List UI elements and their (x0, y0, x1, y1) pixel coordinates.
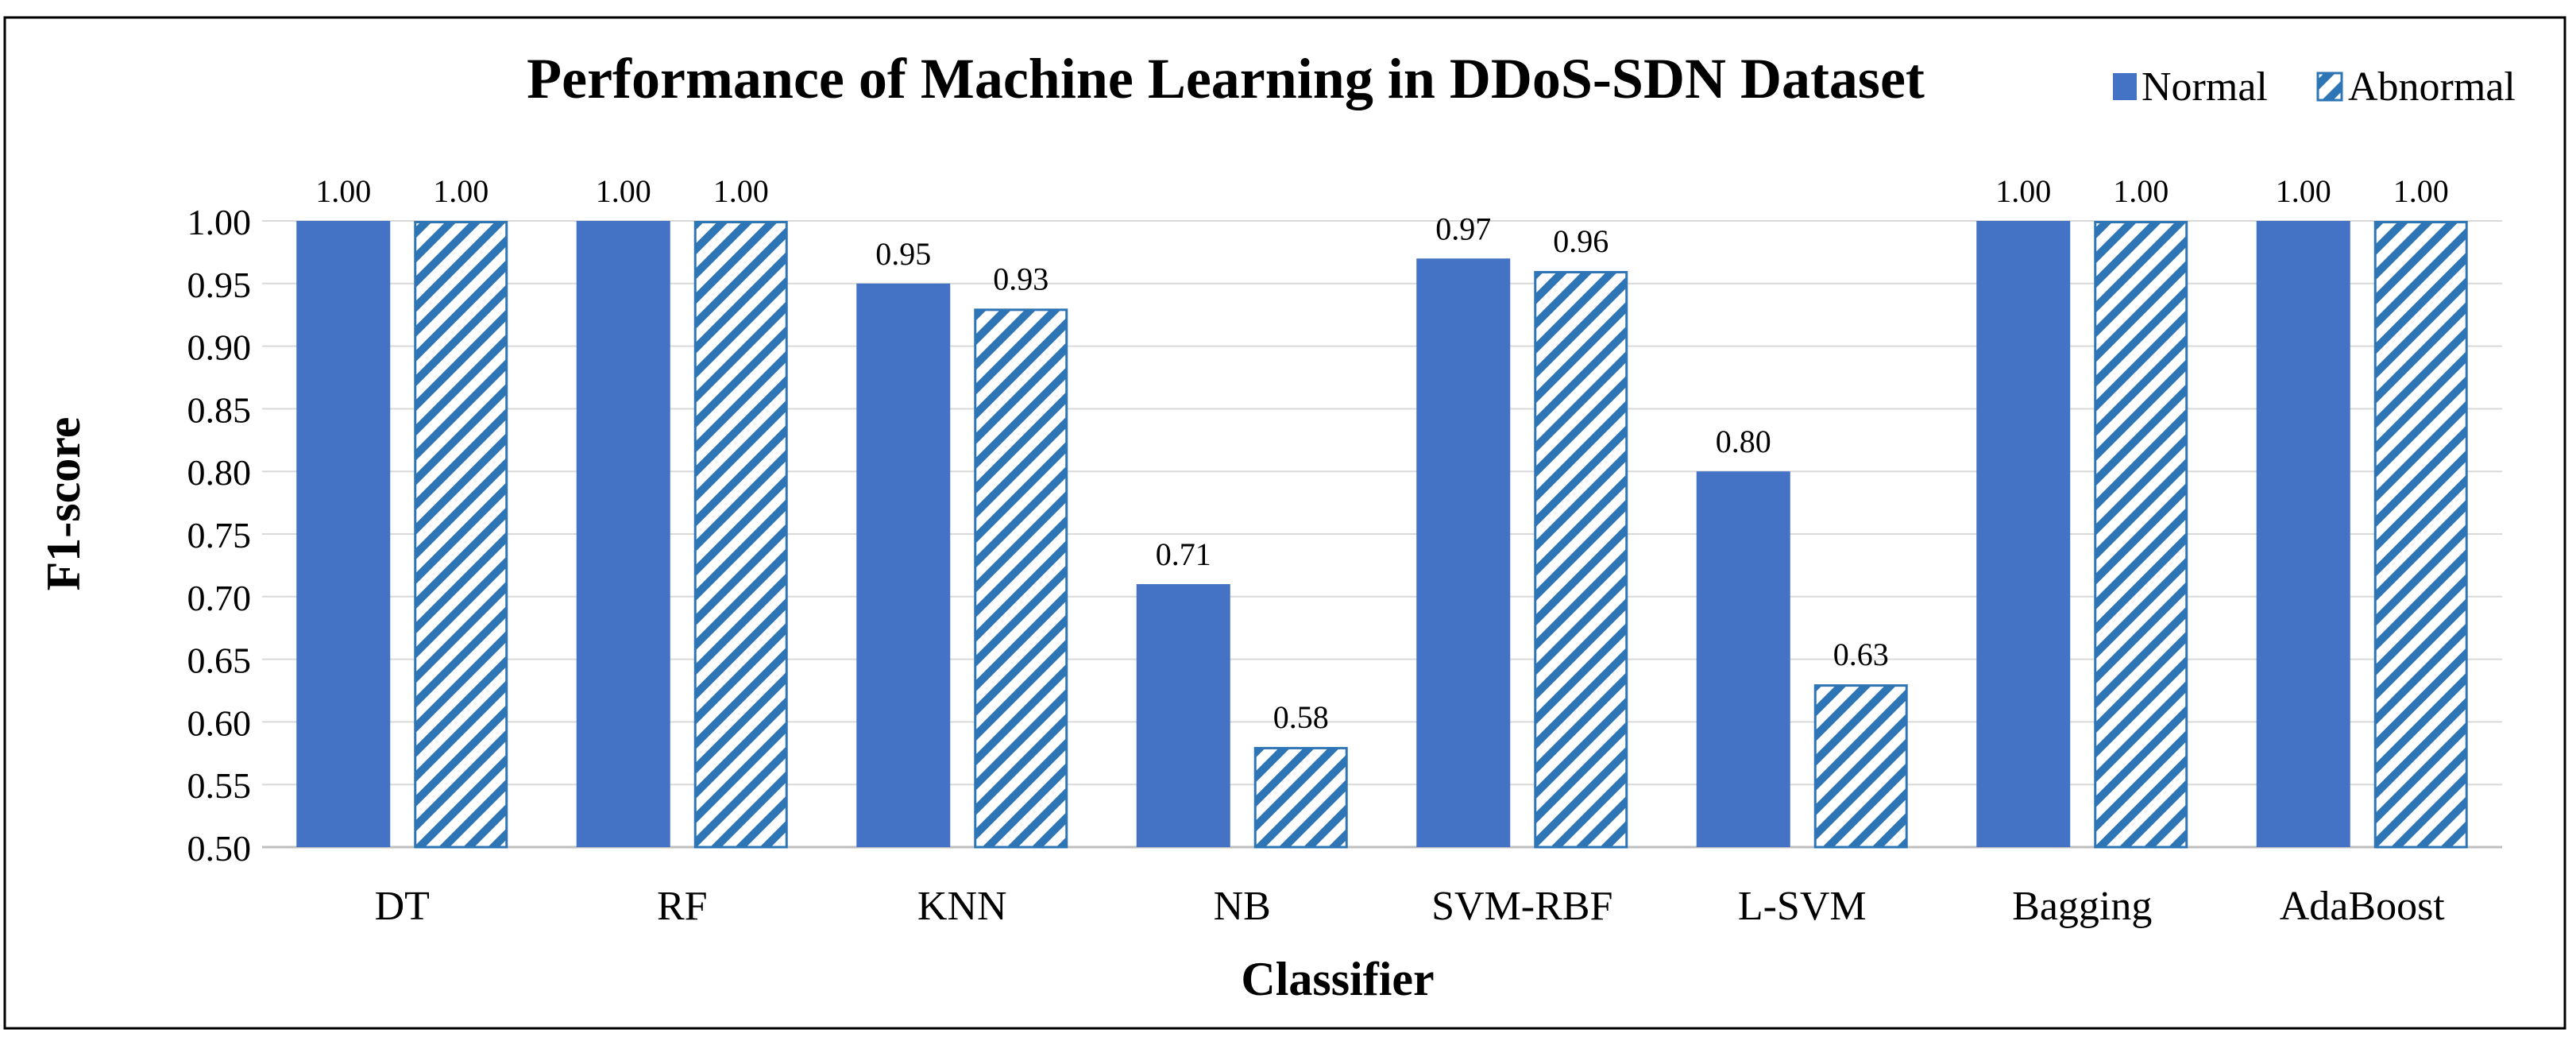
y-tick-label: 0.90 (187, 327, 252, 368)
y-tick-label: 0.80 (187, 452, 252, 493)
data-label-abnormal-knn: 0.93 (993, 261, 1049, 296)
data-label-abnormal-nb: 0.58 (1273, 699, 1329, 735)
data-label-normal-knn: 0.95 (875, 236, 931, 272)
x-tick-label: DT (375, 884, 430, 929)
legend-swatch-abnormal (2316, 72, 2343, 102)
y-tick-label: 0.60 (187, 702, 252, 743)
data-label-abnormal-rf: 1.00 (713, 173, 769, 209)
x-tick-label: SVM-RBF (1431, 884, 1612, 929)
x-tick-label: NB (1214, 884, 1271, 929)
x-axis-ticks: DT RF KNN NB SVM-RBF L-SVM Bagging AdaBoost (375, 884, 2446, 929)
x-axis-title: Classifier (1241, 953, 1434, 1005)
data-label-normal-adaboost: 1.00 (2276, 173, 2331, 209)
y-tick-label: 0.70 (187, 578, 252, 618)
y-tick-label: 1.00 (187, 202, 252, 242)
bars (296, 221, 2468, 849)
bar-normal-rf (576, 221, 670, 847)
data-label-abnormal-l-svm: 0.63 (1833, 637, 1889, 672)
y-tick-label: 0.75 (187, 515, 252, 555)
x-tick-label: RF (657, 884, 708, 929)
data-label-normal-dt: 1.00 (315, 173, 371, 209)
legend-label-normal: Normal (2142, 64, 2268, 110)
bar-normal-dt (296, 221, 391, 847)
y-axis-ticks: 0.50 0.55 0.60 0.65 0.70 0.75 0.80 0.85 0.90 0.95… (187, 202, 252, 869)
x-tick-label: AdaBoost (2280, 884, 2446, 929)
y-tick-label: 0.50 (187, 828, 252, 869)
data-label-normal-rf: 1.00 (596, 173, 651, 209)
bar-normal-knn (856, 283, 951, 847)
bar-abnormal-svm-rbf (1534, 271, 1628, 849)
data-label-normal-nb: 0.71 (1156, 536, 1211, 572)
data-label-abnormal-svm-rbf: 0.96 (1553, 223, 1609, 259)
bar-normal-adaboost (2256, 221, 2350, 847)
bar-abnormal-adaboost (2373, 221, 2468, 849)
y-tick-label: 0.85 (187, 389, 252, 430)
bar-normal-l-svm (1696, 471, 1790, 847)
x-tick-label: Bagging (2012, 884, 2152, 929)
chart-title: Performance of Machine Learning in DDoS-… (527, 47, 1925, 110)
bar-abnormal-rf (693, 221, 788, 849)
bar-abnormal-nb (1253, 746, 1348, 849)
bar-abnormal-bagging (2094, 221, 2188, 849)
legend-label-abnormal: Abnormal (2348, 64, 2516, 110)
y-axis-title: F1-score (37, 417, 90, 591)
bar-normal-nb (1136, 584, 1230, 847)
data-label-normal-l-svm: 0.80 (1716, 424, 1771, 459)
bar-normal-svm-rbf (1416, 258, 1511, 847)
bar-normal-bagging (1976, 221, 2071, 847)
bar-abnormal-dt (414, 221, 508, 849)
bar-abnormal-knn (974, 308, 1068, 849)
data-label-abnormal-dt: 1.00 (433, 173, 489, 209)
y-tick-label: 0.65 (187, 641, 252, 681)
x-tick-label: KNN (917, 884, 1007, 929)
data-label-normal-bagging: 1.00 (1995, 173, 2051, 209)
data-label-abnormal-adaboost: 1.00 (2393, 173, 2449, 209)
legend: Normal Abnormal (2113, 64, 2516, 110)
legend-swatch-normal (2113, 73, 2137, 100)
y-tick-label: 0.95 (187, 265, 252, 305)
data-label-normal-svm-rbf: 0.97 (1435, 211, 1491, 246)
x-tick-label: L-SVM (1738, 884, 1867, 929)
data-labels: 1.00 1.00 1.00 1.00 0.95 0.93 0.71 0.58 0.97 0.96… (315, 173, 2449, 735)
y-tick-label: 0.55 (187, 765, 252, 806)
bar-abnormal-l-svm (1813, 684, 1908, 849)
data-label-abnormal-bagging: 1.00 (2113, 173, 2169, 209)
